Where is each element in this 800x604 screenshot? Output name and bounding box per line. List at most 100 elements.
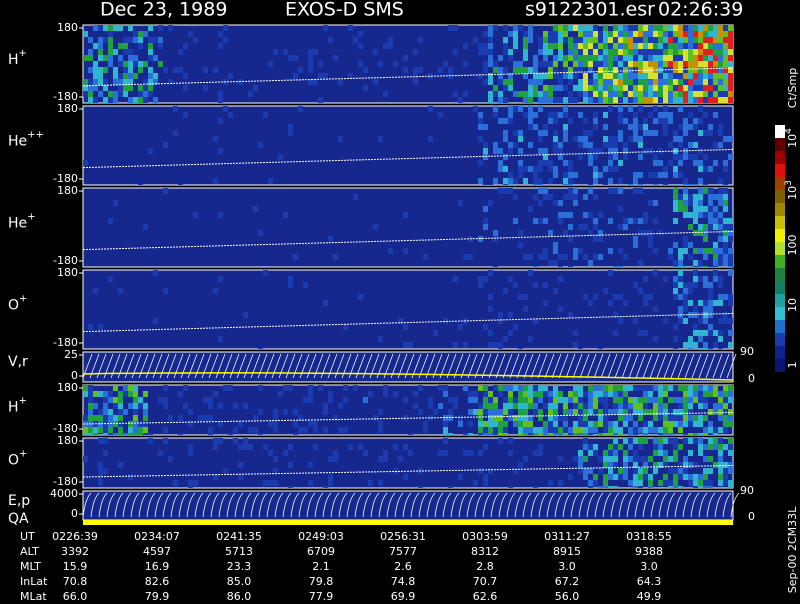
row-value: 4597 (143, 545, 171, 558)
spectrogram-cell (553, 415, 558, 421)
spectrogram-cell (588, 450, 593, 456)
spectrogram-cell (528, 85, 533, 91)
spectrogram-cell (688, 194, 693, 200)
row-value: 0303:59 (462, 530, 508, 543)
spectrogram-cell (708, 433, 713, 435)
spectrogram-cell (498, 166, 503, 172)
row-value: 3.0 (640, 560, 658, 573)
spectrogram-cell (553, 288, 558, 294)
spectrogram-cell (663, 427, 668, 433)
trace (82, 230, 734, 251)
spectrogram-cell (123, 91, 128, 97)
spectrogram-cell (728, 73, 733, 79)
spectrogram-cell (693, 212, 698, 218)
spectrogram-cell (473, 37, 478, 43)
spectrogram-cell (483, 444, 488, 450)
spectrogram-cell (568, 73, 573, 79)
row-value: 5713 (225, 545, 253, 558)
spectrogram-cell (678, 294, 683, 300)
spectrogram-cell (638, 142, 643, 148)
spectrogram-cell (588, 212, 593, 218)
spectrogram-cell (708, 55, 713, 61)
spectrogram-cell (553, 172, 558, 178)
spectrogram-cell (613, 73, 618, 79)
spectrogram-cell (123, 391, 128, 397)
spectrogram-cell (693, 282, 698, 288)
spectrogram-cell (688, 43, 693, 49)
spectrogram-cell (598, 31, 603, 37)
colorbar-cell (775, 138, 785, 151)
spectrogram-cell (648, 25, 653, 31)
spectrogram-cell (703, 85, 708, 91)
spectrogram-cell (528, 433, 533, 435)
spectrogram-cell (633, 385, 638, 391)
spectrogram-cell (113, 385, 118, 391)
spectrogram-cell (648, 112, 653, 118)
spectrogram-cell (523, 43, 528, 49)
spectrogram-cell (558, 37, 563, 43)
spectrogram-cell (493, 142, 498, 148)
spectrogram-cell (558, 148, 563, 154)
spectrogram-cell (673, 37, 678, 43)
spectrogram-cell (723, 242, 728, 248)
spectrogram-cell (678, 49, 683, 55)
spectrogram-cell (118, 43, 123, 49)
spectrogram-cell (608, 421, 613, 427)
spectrogram-cell (708, 67, 713, 73)
spectrogram-cell (558, 43, 563, 49)
spectrogram-cell (188, 421, 193, 427)
spectrogram-cell (623, 456, 628, 462)
spectrogram-cell (673, 172, 678, 178)
spectrogram-cell (113, 433, 118, 435)
spectrogram-cell (703, 61, 708, 67)
hatch (173, 353, 184, 379)
spectrogram-cell (708, 31, 713, 37)
spectrogram-cell (203, 397, 208, 403)
spectrogram-cell (638, 31, 643, 37)
spectrogram-cell (603, 397, 608, 403)
spectrogram-cell (683, 468, 688, 474)
spectrogram-cell (558, 73, 563, 79)
spectrogram-cell (593, 112, 598, 118)
spectrogram-cell (643, 230, 648, 236)
spectrogram-cell (588, 385, 593, 391)
spectrogram-cell (578, 91, 583, 97)
spectrogram-cell (538, 79, 543, 85)
hatch (264, 353, 275, 379)
spectrogram-cell (518, 67, 523, 73)
trace (386, 492, 396, 518)
row-value: 15.9 (63, 560, 88, 573)
spectrogram-cell (628, 124, 633, 130)
spectrogram-cell (628, 427, 633, 433)
spectrogram-cell (103, 79, 108, 85)
spectrogram-cell (163, 438, 168, 444)
spectrogram-cell (553, 37, 558, 43)
spectrogram-cell (693, 486, 698, 488)
spectrogram-cell (653, 31, 658, 37)
spectrogram-cell (238, 474, 243, 480)
spectrogram-cell (628, 49, 633, 55)
spectrogram-cell (538, 73, 543, 79)
spectrogram-cell (693, 31, 698, 37)
spectrogram-cell (663, 55, 668, 61)
spectrogram-cell (528, 31, 533, 37)
spectrogram-cell (378, 136, 383, 142)
spectrogram-cell (478, 282, 483, 288)
spectrogram-cell (463, 91, 468, 97)
spectrogram-cell (723, 206, 728, 212)
spectrogram-cell (593, 194, 598, 200)
spectrogram-cell (518, 136, 523, 142)
spectrogram-cell (673, 31, 678, 37)
spectrogram-cell (578, 427, 583, 433)
spectrogram-cell (568, 97, 573, 103)
spectrogram-cell (698, 248, 703, 254)
spectrogram-cell (633, 462, 638, 468)
spectrogram-cell (723, 188, 728, 194)
spectrogram-cell (618, 444, 623, 450)
spectrogram-cell (493, 91, 498, 97)
spectrogram-cell (728, 266, 733, 267)
spectrogram-cell (443, 421, 448, 427)
spectrogram-cell (703, 248, 708, 254)
spectrogram-cell (518, 61, 523, 67)
spectrogram-cell (668, 85, 673, 91)
